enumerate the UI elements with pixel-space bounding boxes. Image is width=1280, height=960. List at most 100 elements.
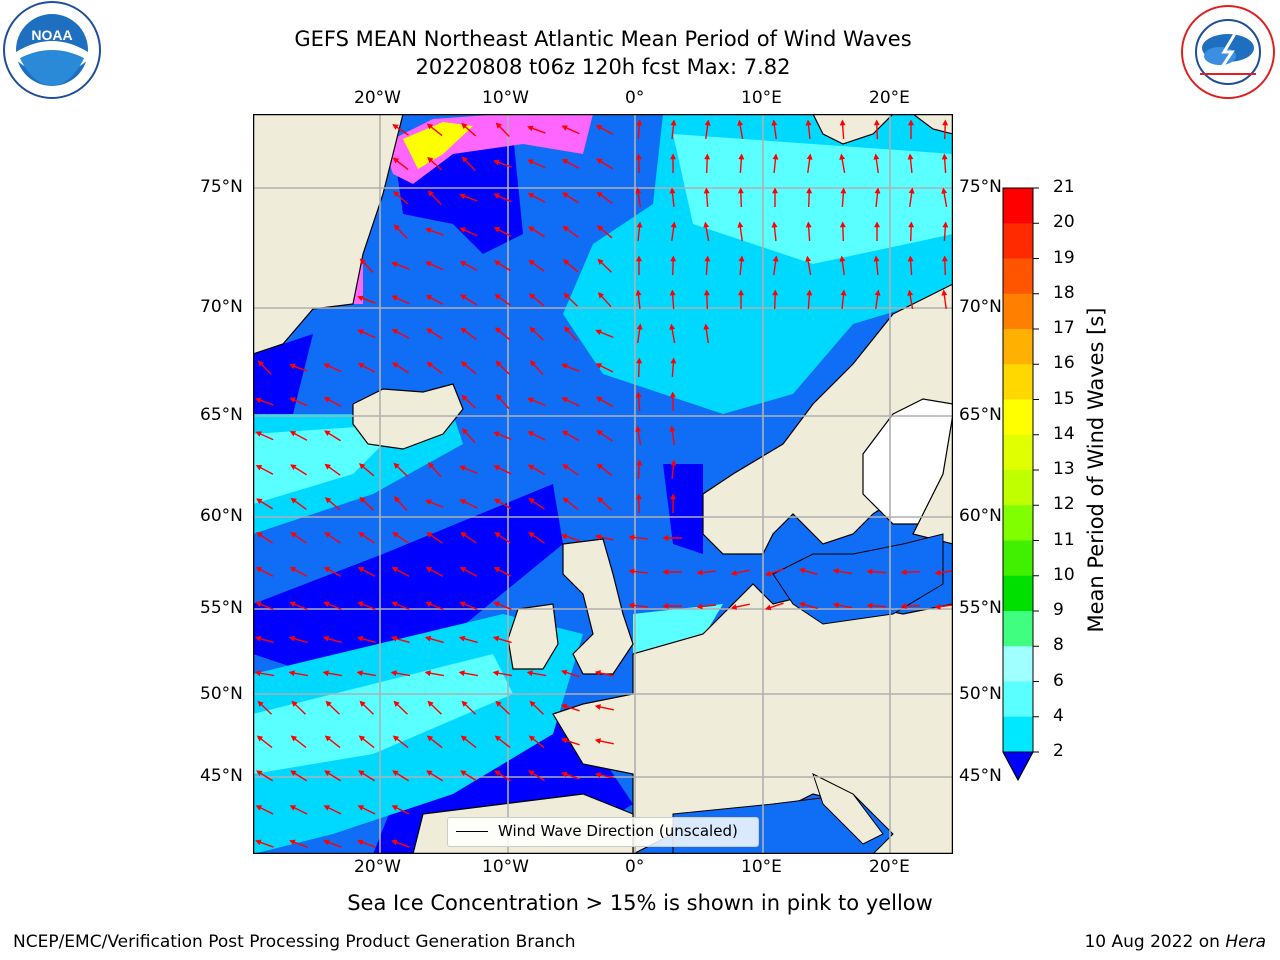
wind-arrow-head bbox=[596, 191, 603, 198]
wind-arrow-head bbox=[805, 119, 812, 126]
wind-arrow-head bbox=[427, 700, 434, 707]
wind-arrow-head bbox=[393, 190, 400, 198]
wind-arrow-head bbox=[528, 226, 535, 232]
wind-arrow-head bbox=[356, 635, 364, 642]
wind-arrow-head bbox=[357, 363, 365, 369]
wind-arrow-head bbox=[839, 221, 846, 228]
wind-arrow-head bbox=[254, 670, 261, 677]
wind-arrow-head bbox=[493, 567, 501, 573]
wind-arrow-head bbox=[492, 635, 500, 642]
wind-arrow-head bbox=[323, 397, 331, 403]
wind-arrow-head bbox=[426, 735, 434, 742]
wind-arrow-head bbox=[494, 770, 501, 776]
wind-arrow-head bbox=[391, 261, 398, 268]
chart-title: GEFS MEAN Northeast Atlantic Mean Period… bbox=[294, 27, 912, 51]
wind-arrow-head bbox=[289, 839, 296, 846]
wind-arrow-head bbox=[494, 293, 501, 300]
wind-arrow-head bbox=[596, 463, 604, 470]
map-svg bbox=[252, 113, 955, 855]
wind-arrow-head bbox=[562, 192, 569, 198]
wind-arrow-head bbox=[670, 493, 676, 500]
wind-arrow-head bbox=[255, 397, 262, 404]
wind-arrow-head bbox=[941, 153, 948, 160]
colorbar-segment bbox=[1003, 188, 1033, 224]
wind-arrow-head bbox=[324, 532, 331, 538]
wind-arrow-head bbox=[908, 119, 914, 126]
lat-label-right: 60°N bbox=[959, 506, 1002, 526]
colorbar-tick-label: 9 bbox=[1053, 600, 1064, 620]
wind-arrow-head bbox=[737, 119, 744, 126]
wind-arrow-head bbox=[357, 295, 364, 302]
wind-arrow-head bbox=[908, 221, 915, 228]
wind-arrow-head bbox=[393, 224, 400, 231]
wind-arrow-head bbox=[493, 193, 500, 199]
wind-arrow-head bbox=[771, 119, 778, 126]
wind-arrow-head bbox=[426, 770, 433, 776]
wind-arrow-head bbox=[527, 193, 535, 199]
wind-arrow-head bbox=[393, 462, 400, 469]
colorbar-segment bbox=[1003, 364, 1033, 400]
wind-arrow-head bbox=[670, 357, 677, 364]
colorbar-tick-label: 13 bbox=[1053, 459, 1075, 479]
wind-arrow-head bbox=[492, 670, 499, 677]
wind-arrow-head bbox=[460, 770, 467, 776]
wind-arrow-head bbox=[390, 670, 397, 677]
lat-label-left: 55°N bbox=[200, 598, 243, 618]
wind-arrow-head bbox=[392, 532, 399, 538]
colorbar-segment bbox=[1003, 716, 1033, 753]
wind-arrow-head bbox=[461, 700, 468, 707]
wind-arrow-head bbox=[635, 425, 642, 432]
colorbar bbox=[1002, 187, 1039, 782]
map-border bbox=[252, 113, 954, 855]
wind-arrow-head bbox=[357, 839, 364, 846]
wind-arrow-head bbox=[528, 735, 536, 742]
lat-label-left: 75°N bbox=[200, 177, 243, 197]
wind-arrow-head bbox=[635, 391, 642, 398]
wind-arrow-head bbox=[323, 839, 330, 846]
wind-arrow-head bbox=[934, 603, 941, 610]
wind-arrow-head bbox=[873, 255, 880, 262]
colorbar-segment bbox=[1003, 399, 1033, 436]
footer-date: 10 Aug 2022 on Hera bbox=[1084, 932, 1266, 952]
wind-arrow-head bbox=[460, 532, 467, 538]
wind-arrow-head bbox=[595, 125, 603, 131]
wind-arrow-head bbox=[255, 601, 262, 607]
wind-arrow-head bbox=[594, 670, 601, 676]
lon-label-bottom: 20°W bbox=[354, 857, 401, 877]
wind-arrow-head bbox=[704, 119, 711, 126]
wind-arrow-head bbox=[595, 329, 602, 335]
colorbar-tick-label: 14 bbox=[1053, 423, 1075, 444]
colorbar-tick-label: 18 bbox=[1053, 282, 1075, 303]
wind-arrow-head bbox=[461, 394, 468, 401]
wind-arrow-head bbox=[636, 255, 642, 262]
wind-arrow-head bbox=[670, 153, 676, 160]
wind-arrow-head bbox=[392, 735, 400, 742]
wind-arrow-head bbox=[256, 735, 264, 742]
wind-arrow-head bbox=[669, 425, 676, 432]
wind-arrow-head bbox=[493, 431, 500, 437]
wind-arrow-head bbox=[392, 157, 400, 164]
wind-arrow-head bbox=[424, 670, 431, 677]
lat-label-left: 50°N bbox=[200, 684, 243, 704]
wind-arrow-head bbox=[635, 493, 642, 500]
wind-arrow-head bbox=[527, 159, 534, 165]
wind-arrow-head bbox=[323, 601, 330, 607]
wind-arrow-head bbox=[561, 363, 568, 369]
wind-arrow-head bbox=[866, 568, 873, 575]
wind-arrow-head bbox=[359, 258, 366, 265]
wind-arrow-head bbox=[324, 735, 332, 742]
wind-arrow-head bbox=[703, 323, 710, 330]
wind-arrow-head bbox=[392, 770, 399, 776]
colorbar-segment bbox=[1003, 611, 1033, 647]
wind-arrow-head bbox=[528, 498, 535, 504]
wind-arrow-head bbox=[425, 261, 432, 267]
wind-arrow-head bbox=[459, 193, 466, 200]
wind-arrow-head bbox=[670, 459, 677, 466]
wind-arrow-head bbox=[323, 363, 330, 369]
colorbar-tick-label: 19 bbox=[1053, 247, 1075, 268]
wind-arrow-head bbox=[426, 123, 434, 130]
wind-arrow-head bbox=[289, 601, 296, 607]
wind-arrow-head bbox=[391, 295, 398, 301]
wind-arrow-head bbox=[669, 323, 676, 330]
wind-arrow-head bbox=[528, 293, 536, 300]
